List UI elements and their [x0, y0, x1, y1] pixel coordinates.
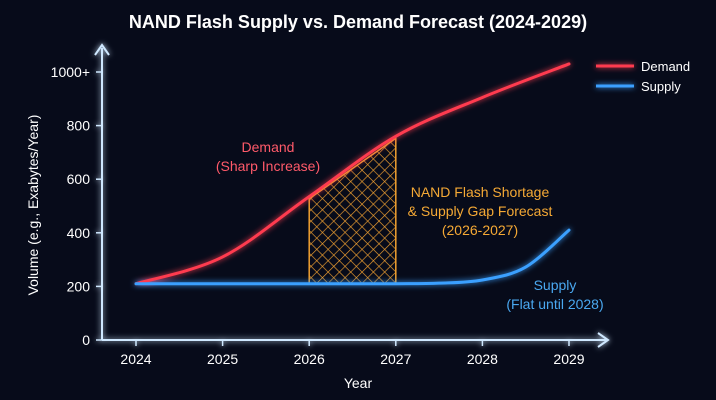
legend-label-supply: Supply	[641, 79, 681, 94]
y-tick-label: 0	[82, 332, 90, 348]
y-axis-label: Volume (e.g., Exabytes/Year)	[25, 115, 41, 296]
x-tick-label: 2028	[467, 351, 498, 367]
supply-annotation: (Flat until 2028)	[506, 296, 603, 312]
supply-annotation: Supply	[534, 277, 577, 293]
x-tick-label: 2026	[294, 351, 325, 367]
x-tick-label: 2024	[120, 351, 151, 367]
y-tick-label: 200	[67, 278, 91, 294]
y-tick-label: 600	[67, 171, 91, 187]
x-axis-arrow	[597, 332, 610, 348]
y-tick-label: 800	[67, 118, 91, 134]
shortage-region	[308, 136, 397, 285]
chart-title: NAND Flash Supply vs. Demand Forecast (2…	[129, 12, 587, 32]
y-tick-label: 1000+	[51, 64, 90, 80]
x-axis-label: Year	[344, 375, 373, 391]
shortage-annotation: NAND Flash Shortage	[411, 184, 550, 200]
shortage-annotation: (2026-2027)	[442, 222, 518, 238]
demand-annotation: (Sharp Increase)	[216, 158, 320, 174]
demand-annotation: Demand	[242, 139, 295, 155]
x-tick-label: 2029	[553, 351, 584, 367]
shortage-annotation: & Supply Gap Forecast	[408, 203, 553, 219]
series-line-supply	[134, 228, 571, 286]
y-axis-arrow	[94, 43, 110, 56]
y-tick-label: 400	[67, 225, 91, 241]
legend-label-demand: Demand	[641, 59, 690, 74]
series-line-demand	[134, 62, 571, 286]
x-tick-label: 2027	[380, 351, 411, 367]
x-tick-label: 2025	[207, 351, 238, 367]
